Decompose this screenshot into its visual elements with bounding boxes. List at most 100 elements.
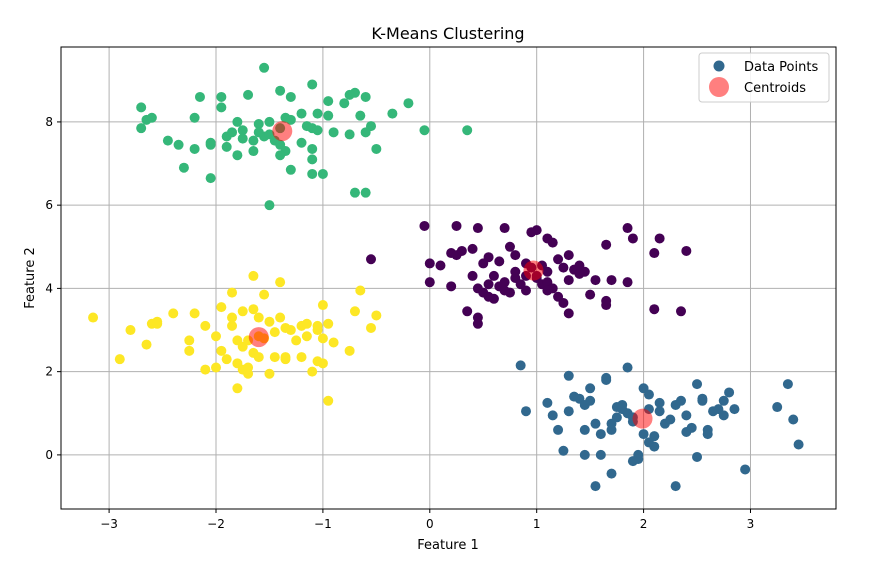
data-point-cluster-0 <box>676 306 686 317</box>
data-point-cluster-3 <box>301 331 312 342</box>
data-point-cluster-2 <box>360 187 371 198</box>
data-point-cluster-0 <box>451 220 462 231</box>
data-point-cluster-1 <box>617 399 628 410</box>
data-point-cluster-2 <box>312 125 323 136</box>
data-point-cluster-2 <box>264 200 275 211</box>
data-point-cluster-1 <box>692 379 703 390</box>
data-point-cluster-1 <box>665 414 676 425</box>
data-point-cluster-0 <box>499 223 510 234</box>
data-point-cluster-2 <box>344 129 355 140</box>
data-point-cluster-3 <box>301 318 312 329</box>
data-point-cluster-1 <box>724 387 735 398</box>
data-point-cluster-0 <box>366 254 376 265</box>
data-point-cluster-1 <box>670 481 681 492</box>
data-point-cluster-1 <box>782 379 793 390</box>
data-point-cluster-1 <box>643 437 654 448</box>
data-point-cluster-2 <box>216 91 227 102</box>
axis-ticks: −3 −2 −1 0 1 2 3 0 2 4 6 8 <box>45 115 754 531</box>
data-point-cluster-3 <box>200 364 211 375</box>
data-point-cluster-3 <box>168 308 179 319</box>
data-point-cluster-3 <box>248 270 259 281</box>
data-point-cluster-2 <box>259 62 270 73</box>
data-point-cluster-3 <box>232 383 243 394</box>
data-point-cluster-3 <box>366 322 376 333</box>
data-point-cluster-0 <box>563 250 574 261</box>
data-point-cluster-2 <box>178 162 189 173</box>
data-point-cluster-3 <box>88 312 99 323</box>
data-point-cluster-2 <box>232 150 243 161</box>
data-point-cluster-2 <box>205 139 216 150</box>
data-point-cluster-2 <box>136 123 147 134</box>
data-point-cluster-3 <box>349 306 360 317</box>
data-point-cluster-2 <box>162 135 173 146</box>
centroid-3 <box>248 327 269 348</box>
x-tick-label: 3 <box>747 517 755 531</box>
data-point-cluster-1 <box>579 424 590 435</box>
x-tick-label: −3 <box>100 517 118 531</box>
data-point-cluster-2 <box>205 173 216 184</box>
data-points-layer <box>88 62 804 492</box>
data-point-cluster-3 <box>216 345 227 356</box>
data-point-cluster-3 <box>355 285 366 296</box>
data-point-cluster-2 <box>253 127 264 138</box>
data-point-cluster-0 <box>681 245 692 256</box>
legend-box <box>698 52 830 103</box>
data-point-cluster-3 <box>216 302 227 313</box>
data-point-cluster-3 <box>125 325 136 336</box>
data-point-cluster-2 <box>349 187 360 198</box>
data-point-cluster-3 <box>269 327 280 338</box>
data-point-cluster-1 <box>686 422 697 433</box>
data-point-cluster-0 <box>542 266 553 277</box>
data-point-cluster-2 <box>221 141 232 152</box>
data-point-cluster-2 <box>248 146 259 157</box>
data-point-cluster-2 <box>462 125 473 136</box>
data-point-cluster-2 <box>285 164 296 175</box>
data-point-cluster-3 <box>280 354 291 365</box>
data-point-cluster-2 <box>227 127 238 138</box>
data-point-cluster-1 <box>547 410 558 421</box>
data-point-cluster-1 <box>585 383 596 394</box>
data-point-cluster-1 <box>622 362 633 373</box>
data-point-cluster-2 <box>248 135 259 146</box>
legend-marker-centroids <box>709 77 729 97</box>
data-point-cluster-0 <box>456 245 467 256</box>
data-point-cluster-3 <box>280 322 291 333</box>
y-tick-label: 0 <box>45 448 53 462</box>
data-point-cluster-2 <box>237 125 248 136</box>
data-point-cluster-0 <box>542 233 553 244</box>
legend-label-centroids: Centroids <box>744 81 806 96</box>
data-point-cluster-1 <box>521 406 531 417</box>
y-tick-label: 2 <box>45 365 53 379</box>
data-point-cluster-1 <box>579 449 590 460</box>
data-point-cluster-3 <box>243 368 254 379</box>
data-point-cluster-0 <box>606 275 617 286</box>
data-point-cluster-2 <box>136 102 147 113</box>
x-tick-label: −1 <box>314 517 332 531</box>
data-point-cluster-2 <box>307 143 318 154</box>
data-point-cluster-2 <box>275 150 286 161</box>
data-point-cluster-3 <box>253 352 264 363</box>
data-point-cluster-1 <box>590 481 601 492</box>
data-point-cluster-0 <box>627 233 638 244</box>
data-point-cluster-2 <box>253 119 264 129</box>
data-point-cluster-3 <box>275 312 286 323</box>
data-point-cluster-2 <box>403 98 414 109</box>
data-point-cluster-0 <box>563 275 574 286</box>
data-point-cluster-1 <box>643 389 654 400</box>
data-point-cluster-1 <box>638 429 649 440</box>
data-point-cluster-2 <box>173 139 184 150</box>
data-point-cluster-1 <box>772 402 783 413</box>
data-point-cluster-0 <box>563 308 574 319</box>
data-point-cluster-3 <box>323 395 334 406</box>
data-point-cluster-2 <box>146 112 157 123</box>
data-point-cluster-0 <box>558 297 569 308</box>
data-point-cluster-3 <box>269 352 280 363</box>
data-point-cluster-3 <box>264 368 275 379</box>
data-point-cluster-0 <box>622 277 633 288</box>
data-point-cluster-0 <box>419 220 430 231</box>
data-point-cluster-3 <box>237 306 248 317</box>
y-tick-label: 4 <box>45 281 53 295</box>
data-point-cluster-1 <box>718 395 729 406</box>
data-point-cluster-0 <box>531 225 542 236</box>
